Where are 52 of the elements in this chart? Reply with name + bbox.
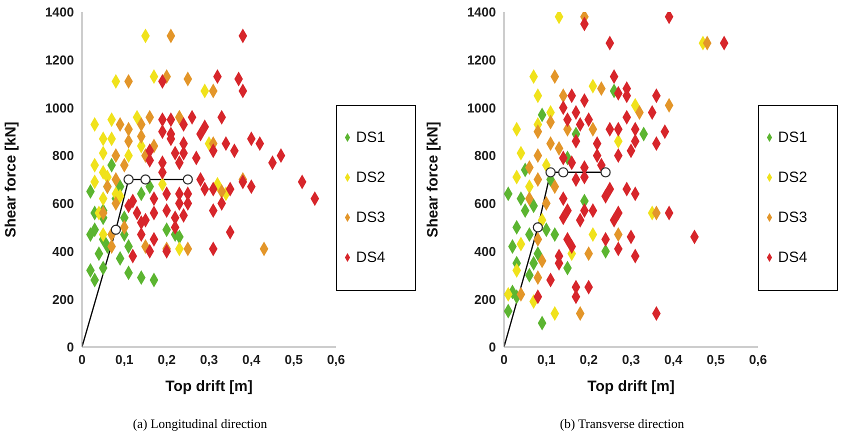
y-tick-label: 400 [52, 244, 74, 259]
point [600, 167, 611, 178]
text: (a) Longitudinal direction [132, 416, 268, 432]
point [532, 222, 543, 232]
y-tick-label: 1000 [45, 100, 74, 116]
y-tick-label: 200 [52, 292, 74, 307]
text: (b) Transverse direction [558, 416, 686, 432]
y-tick-label: 0 [66, 340, 74, 355]
y-tick-label: 1200 [467, 52, 496, 68]
x-tick-label: 0,1 [537, 352, 556, 368]
x-tick-label: 0,4 [664, 352, 684, 368]
y-tick-label: 1000 [467, 100, 496, 116]
y-tick-label: 1400 [45, 4, 74, 20]
legend-label: DS3 [778, 208, 808, 226]
legend-label: DS4 [778, 248, 808, 266]
x-tick-label: 0,3 [200, 352, 218, 368]
y-tick-label: 800 [52, 148, 74, 164]
x-tick-label: 0 [500, 352, 508, 368]
x-axis-title: Top drift [m] [165, 378, 253, 395]
x-tick-label: 0,5 [284, 352, 303, 368]
y-axis-title: Shear force [kN] [424, 122, 442, 238]
point [123, 174, 134, 185]
legend-label: DS3 [356, 208, 386, 226]
x-tick-label: 0 [78, 352, 86, 368]
y-tick-label: 0 [488, 340, 496, 355]
x-tick-label: 0,6 [326, 352, 346, 368]
y-tick-label: 400 [474, 244, 496, 259]
point [182, 174, 193, 185]
y-tick-label: 200 [474, 292, 496, 307]
legend-label: DS1 [356, 128, 386, 146]
x-tick-label: 0,4 [242, 352, 262, 368]
x-tick-label: 0,1 [115, 352, 134, 368]
x-tick-label: 0,2 [580, 352, 598, 368]
x-tick-label: 0,6 [748, 352, 768, 368]
legend-label: DS4 [356, 248, 386, 266]
x-tick-label: 0,5 [706, 352, 725, 368]
point [545, 167, 556, 178]
y-tick-label: 800 [474, 148, 496, 164]
legend-label: DS1 [778, 128, 808, 146]
legend-label: DS2 [778, 168, 808, 186]
point [110, 224, 121, 235]
x-tick-label: 0,2 [158, 352, 176, 368]
y-tick-label: 1400 [467, 4, 496, 20]
legend-label: DS2 [356, 168, 386, 186]
y-tick-label: 1200 [45, 52, 74, 68]
x-axis-title: Top drift [m] [587, 378, 675, 395]
y-axis-title: Shear force [kN] [2, 122, 20, 238]
y-tick-label: 600 [474, 196, 496, 212]
y-tick-label: 600 [52, 196, 74, 212]
point [140, 174, 151, 185]
x-tick-label: 0,3 [622, 352, 640, 368]
point [558, 167, 568, 178]
